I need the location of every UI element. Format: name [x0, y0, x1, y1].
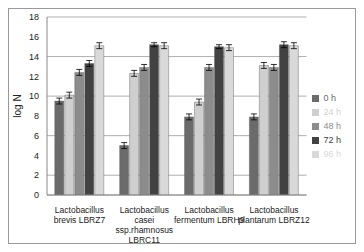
svg-text:ssp.rhamnosus: ssp.rhamnosus: [115, 225, 173, 235]
html-text:48 h: 48 h: [323, 121, 341, 131]
svg-text:14: 14: [29, 52, 39, 62]
svg-text:Lactobacillus: Lactobacillus: [120, 205, 169, 215]
svg-text:brevis LBRZ7: brevis LBRZ7: [54, 215, 106, 225]
svg-text:casei: casei: [134, 215, 154, 225]
html-text:72 h: 72 h: [323, 135, 341, 145]
svg-text:18: 18: [29, 12, 39, 22]
svg-text:fermentum LBRH9: fermentum LBRH9: [174, 215, 245, 225]
svg-text:16: 16: [29, 32, 39, 42]
svg-text:10: 10: [29, 91, 39, 101]
svg-text:LBRC11: LBRC11: [129, 235, 161, 243]
svg-text:plantarum LBRZ12: plantarum LBRZ12: [238, 215, 310, 225]
html-text:0 h: 0 h: [323, 93, 336, 103]
svg-text:12: 12: [29, 72, 39, 82]
html-text:24 h: 24 h: [323, 107, 341, 117]
svg-text:2: 2: [34, 170, 39, 180]
svg-text:8: 8: [34, 111, 39, 121]
svg-text:log N: log N: [12, 94, 23, 117]
svg-text:Lactobacillus: Lactobacillus: [185, 205, 234, 215]
svg-text:0: 0: [34, 190, 39, 200]
svg-text:Lactobacillus: Lactobacillus: [55, 205, 104, 215]
svg-text:Lactobacillus: Lactobacillus: [249, 205, 298, 215]
html-text:96 h: 96 h: [323, 149, 341, 159]
svg-text:6: 6: [34, 131, 39, 141]
svg-text:4: 4: [34, 151, 39, 161]
